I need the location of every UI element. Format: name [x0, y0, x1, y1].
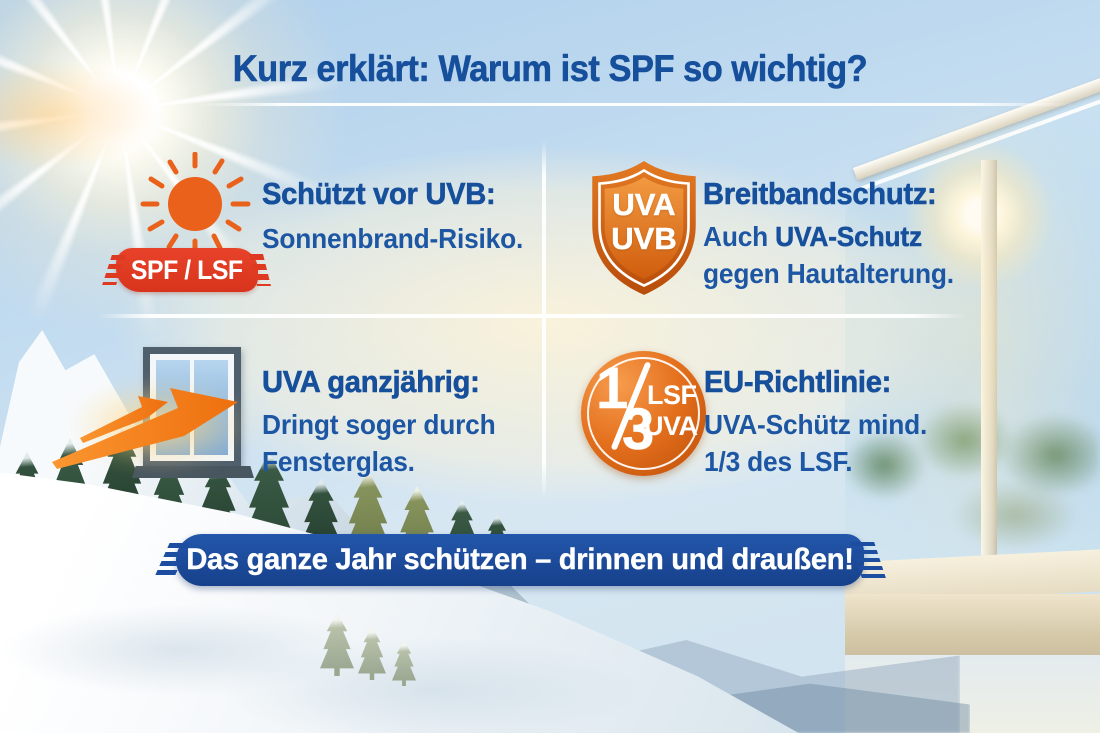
- quadrant-uvb-text: Schützt vor UVB: Sonnenbrand-Risiko.: [262, 176, 524, 257]
- eu-line1: UVA-Schütz mind.: [704, 409, 928, 440]
- uva-year-body: Dringt soger durch Fensterglas.: [262, 406, 496, 480]
- title-divider-line: [195, 103, 1075, 106]
- spf-lsf-badge-label: SPF / LSF: [131, 254, 243, 285]
- quadrant-broadband-text: Breitbandschutz: Auch UVA-Schutz gegen H…: [703, 176, 954, 292]
- broadband-line1-regular: Auch: [703, 221, 776, 252]
- eu-line2: 1/3 des LSF.: [704, 446, 853, 477]
- uva-year-line2: Fensterglas.: [262, 446, 415, 477]
- banner-text: Das ganze Jahr schützen – drinnen und dr…: [186, 543, 854, 576]
- uva-year-heading: UVA ganzjährig:: [262, 364, 480, 400]
- eu-body: UVA-Schütz mind. 1/3 des LSF.: [704, 406, 927, 480]
- windowsill-front: [845, 594, 1100, 660]
- broadband-line1-bold: UVA-Schutz: [775, 221, 922, 253]
- broadband-body: Auch UVA-Schutz gegen Hautalterung.: [703, 218, 954, 292]
- uvb-heading: Schützt vor UVB:: [262, 176, 496, 212]
- uva-arrows-icon: [52, 388, 238, 469]
- uva-year-line1: Dringt soger durch: [262, 409, 496, 440]
- sun-icon: [140, 152, 251, 256]
- quadrant-uva-year-text: UVA ganzjährig: Dringt soger durch Fenst…: [262, 364, 496, 480]
- shield-label-uva: UVA: [612, 187, 676, 222]
- badge-label-uva: UVA: [644, 411, 698, 441]
- quadrant-eu-text: EU-Richtlinie: UVA-Schütz mind. 1/3 des …: [704, 364, 928, 480]
- shield-icon: [592, 161, 696, 295]
- shield-labels: UVA UVB: [588, 187, 700, 256]
- page-title: Kurz erklärt: Warum ist SPF so wichtig?: [232, 48, 868, 90]
- vertical-divider: [542, 140, 546, 498]
- bottom-banner: Das ganze Jahr schützen – drinnen und dr…: [176, 534, 864, 586]
- badge-label-lsf: LSF: [647, 380, 697, 410]
- broadband-line2: gegen Hautalterung.: [703, 258, 954, 289]
- spf-lsf-badge: SPF / LSF: [116, 248, 258, 292]
- badge-denominator: 3: [622, 397, 655, 463]
- fraction-slash: [610, 361, 652, 451]
- one-third-lsf-badge: 1 3 LSF UVA: [581, 351, 706, 476]
- horizontal-divider: [98, 314, 966, 318]
- eu-heading: EU-Richtlinie:: [704, 364, 892, 400]
- broadband-heading: Breitbandschutz:: [703, 176, 937, 212]
- badge-numerator: 1: [596, 356, 629, 422]
- uvb-body: Sonnenbrand-Risiko.: [262, 223, 524, 254]
- shield-label-uvb: UVB: [611, 221, 677, 256]
- snow-slope-shadow: [0, 560, 700, 733]
